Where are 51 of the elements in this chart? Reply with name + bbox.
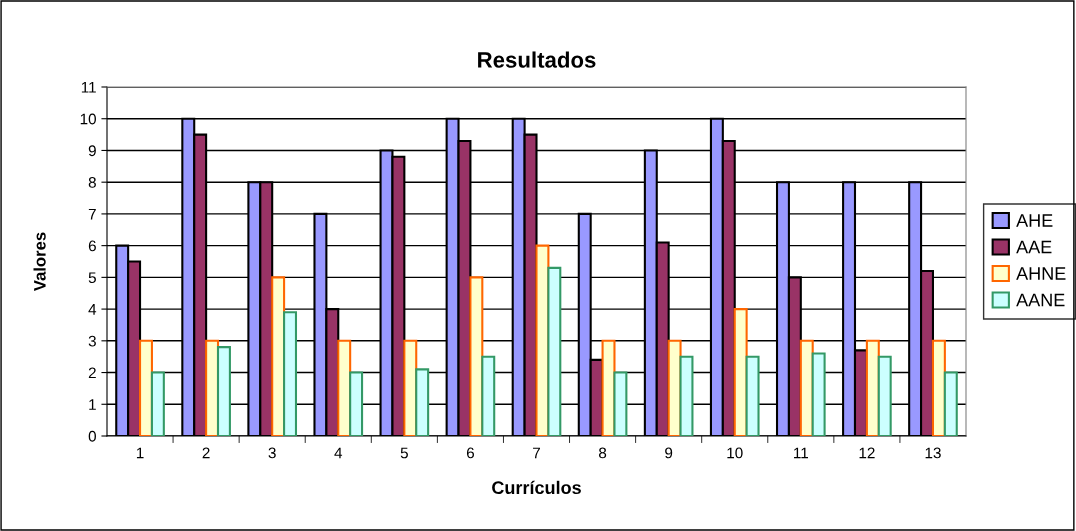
chart-title: Resultados [478,51,596,68]
legend-label: AANE [1016,293,1065,307]
bar [139,339,153,436]
bar [150,371,165,436]
y-tick-label: 8 [88,177,96,188]
y-tick-label: 7 [88,208,96,220]
x-tick-label: 1 [136,447,144,459]
bar [613,371,628,436]
x-tick-label: 10 [727,447,743,459]
y-tick-label: 9 [88,145,96,157]
bar [349,371,364,436]
bar [216,346,231,436]
x-axis-title: Currículos [492,480,581,495]
bar [811,352,826,436]
x-tick-label: 11 [794,447,808,459]
bar [733,308,748,436]
legend-label: AAE [1016,240,1052,254]
y-tick-label: 3 [88,335,96,347]
bar [283,311,298,436]
y-axis-title: Valores [33,232,46,292]
bar [679,355,694,436]
bar [877,355,892,436]
bar [943,371,958,436]
bar [745,355,760,436]
y-tick-label: 4 [88,304,97,315]
bar [469,276,484,436]
x-tick-label: 3 [268,447,276,459]
bar [547,266,562,436]
y-tick-label: 0 [88,430,96,442]
legend-label: AHNE [1016,267,1066,280]
bar [337,339,352,436]
bar [415,368,430,436]
y-tick-label: 5 [88,272,96,284]
x-tick-label: 8 [598,447,607,459]
x-tick-label: 13 [925,447,941,459]
y-tick-label: 6 [88,240,96,252]
y-tick-label: 2 [88,367,96,379]
x-tick-label: 4 [334,447,343,459]
y-tick-label: 1 [89,399,96,410]
x-tick-label: 5 [400,447,408,459]
x-tick-label: 7 [533,447,540,459]
legend-label: AHE [1016,214,1053,227]
x-tick-label: 2 [202,447,210,459]
x-tick-label: 12 [859,447,875,459]
y-tick-label: 10 [80,113,96,125]
x-tick-label: 9 [665,447,673,459]
bar [403,339,418,436]
bar [931,339,946,436]
x-tick-label: 6 [466,447,474,459]
y-tick-label: 11 [81,82,96,93]
bar [481,355,496,436]
